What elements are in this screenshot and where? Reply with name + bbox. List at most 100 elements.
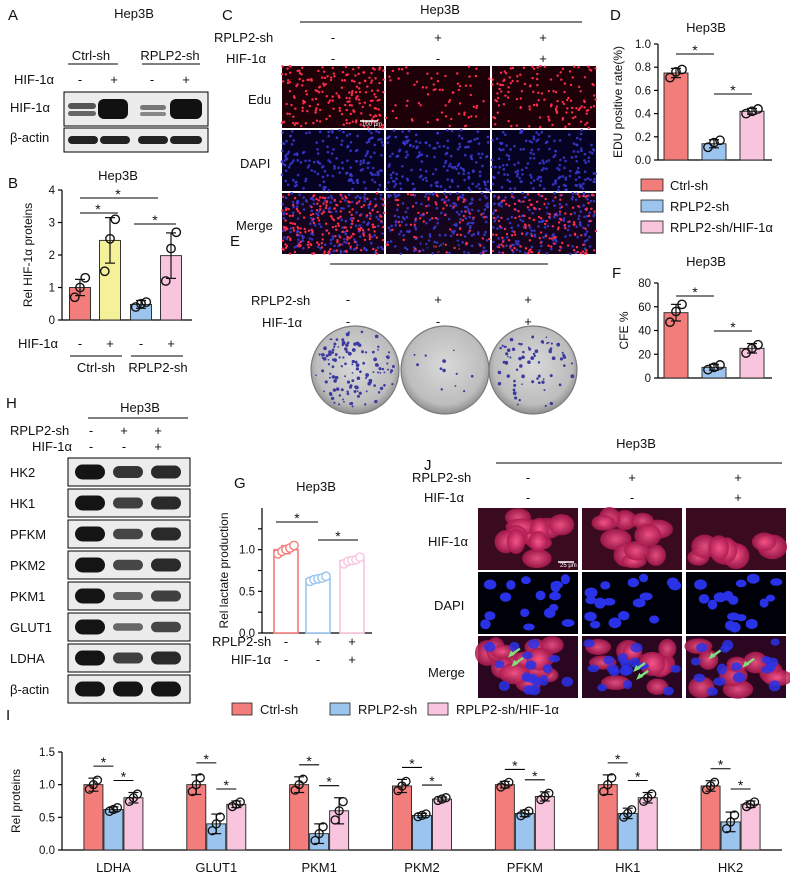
nucleus-dot xyxy=(364,187,368,190)
edu-dot xyxy=(378,68,381,71)
nucleus-dot xyxy=(562,156,566,159)
sig-star: * xyxy=(635,769,641,785)
colony-dot xyxy=(499,346,502,350)
if-nucleus xyxy=(627,577,639,588)
nucleus-dot xyxy=(286,152,289,156)
colony-dot xyxy=(518,342,521,346)
nucleus-dot xyxy=(289,230,292,234)
edu-dot xyxy=(351,208,354,211)
edu-dot xyxy=(284,219,287,222)
nucleus-dot xyxy=(578,176,581,179)
edu-dot xyxy=(488,77,491,80)
if-nucleus xyxy=(619,665,631,676)
edu-dot xyxy=(314,97,318,101)
nucleus-dot xyxy=(461,196,464,199)
panel-label-d: D xyxy=(610,7,621,24)
panel-c-row-merge: Merge xyxy=(236,218,273,233)
edu-dot xyxy=(350,79,354,82)
nucleus-dot xyxy=(583,170,587,174)
edu-dot xyxy=(436,118,439,121)
nucleus-dot xyxy=(378,183,382,187)
edu-dot xyxy=(378,98,381,102)
nucleus-dot xyxy=(590,143,593,147)
nucleus-dot xyxy=(564,178,568,181)
nucleus-dot xyxy=(582,192,586,196)
edu-dot xyxy=(445,204,448,207)
colony-dot xyxy=(518,398,521,402)
nucleus-dot xyxy=(281,149,284,153)
x-category-label: HK2 xyxy=(718,860,743,875)
nucleus-dot xyxy=(471,198,474,201)
colony-dot xyxy=(534,349,539,353)
if-nucleus xyxy=(732,672,746,683)
edu-dot xyxy=(352,110,355,113)
edu-dot xyxy=(509,82,512,85)
nucleus-dot xyxy=(292,159,295,162)
nucleus-dot xyxy=(440,198,444,202)
if-nucleus xyxy=(600,581,611,590)
cell-body xyxy=(708,535,729,562)
edu-dot xyxy=(303,100,307,104)
panel-f-sig: * * xyxy=(676,284,752,335)
nucleus-dot xyxy=(467,231,470,235)
edu-dot xyxy=(482,100,485,103)
nucleus-dot xyxy=(524,139,528,143)
nucleus-dot xyxy=(341,167,345,170)
nucleus-dot xyxy=(473,138,477,141)
edu-dot xyxy=(282,248,285,251)
edu-dot xyxy=(500,90,503,93)
nucleus-dot xyxy=(470,234,474,237)
edu-dot xyxy=(306,78,309,82)
edu-dot xyxy=(345,229,349,232)
nucleus-dot xyxy=(558,212,562,216)
nucleus-dot xyxy=(554,182,557,185)
nucleus-dot xyxy=(293,153,296,156)
if-nucleus xyxy=(649,615,660,624)
nucleus-dot xyxy=(507,154,511,158)
colony-dot xyxy=(323,346,327,351)
nucleus-dot xyxy=(481,164,484,168)
nucleus-dot xyxy=(356,181,360,185)
nucleus-dot xyxy=(448,251,451,255)
nucleus-dot xyxy=(304,199,308,202)
edu-dot xyxy=(378,81,381,85)
nucleus-dot xyxy=(413,225,417,229)
nucleus-dot xyxy=(424,141,428,144)
nucleus-dot xyxy=(520,168,524,172)
edu-dot xyxy=(528,239,532,242)
panel-g-rplp2-label: RPLP2-sh xyxy=(212,634,271,649)
edu-dot xyxy=(496,82,499,85)
nucleus-dot xyxy=(379,197,383,200)
nucleus-dot xyxy=(301,239,305,243)
edu-dot xyxy=(457,196,460,200)
edu-dot xyxy=(368,76,371,79)
if-nucleus xyxy=(731,662,742,671)
nucleus-dot xyxy=(554,180,557,183)
panel-j-rsign-1: - xyxy=(526,470,530,485)
nucleus-dot xyxy=(533,229,536,232)
edu-dot xyxy=(316,216,319,220)
edu-dot xyxy=(316,103,320,106)
nucleus-dot xyxy=(537,220,541,224)
edu-dot xyxy=(593,249,596,252)
nucleus-dot xyxy=(557,185,561,189)
edu-dot xyxy=(445,251,448,254)
edu-dot xyxy=(527,224,531,227)
y-tick-label: 0.0 xyxy=(39,845,55,857)
colony-dot xyxy=(453,349,455,352)
edu-dot xyxy=(320,241,324,245)
bar xyxy=(739,110,765,161)
nucleus-dot xyxy=(510,226,514,230)
blot-band xyxy=(75,464,105,480)
nucleus-dot xyxy=(366,150,370,153)
edu-dot xyxy=(443,213,447,217)
edu-dot xyxy=(503,78,506,81)
nucleus-dot xyxy=(370,131,373,135)
edu-dot xyxy=(303,227,306,231)
edu-dot xyxy=(351,120,354,123)
edu-dot xyxy=(511,79,514,83)
nucleus-dot xyxy=(281,229,285,233)
nucleus-dot xyxy=(569,169,572,173)
nucleus-dot xyxy=(517,161,520,165)
